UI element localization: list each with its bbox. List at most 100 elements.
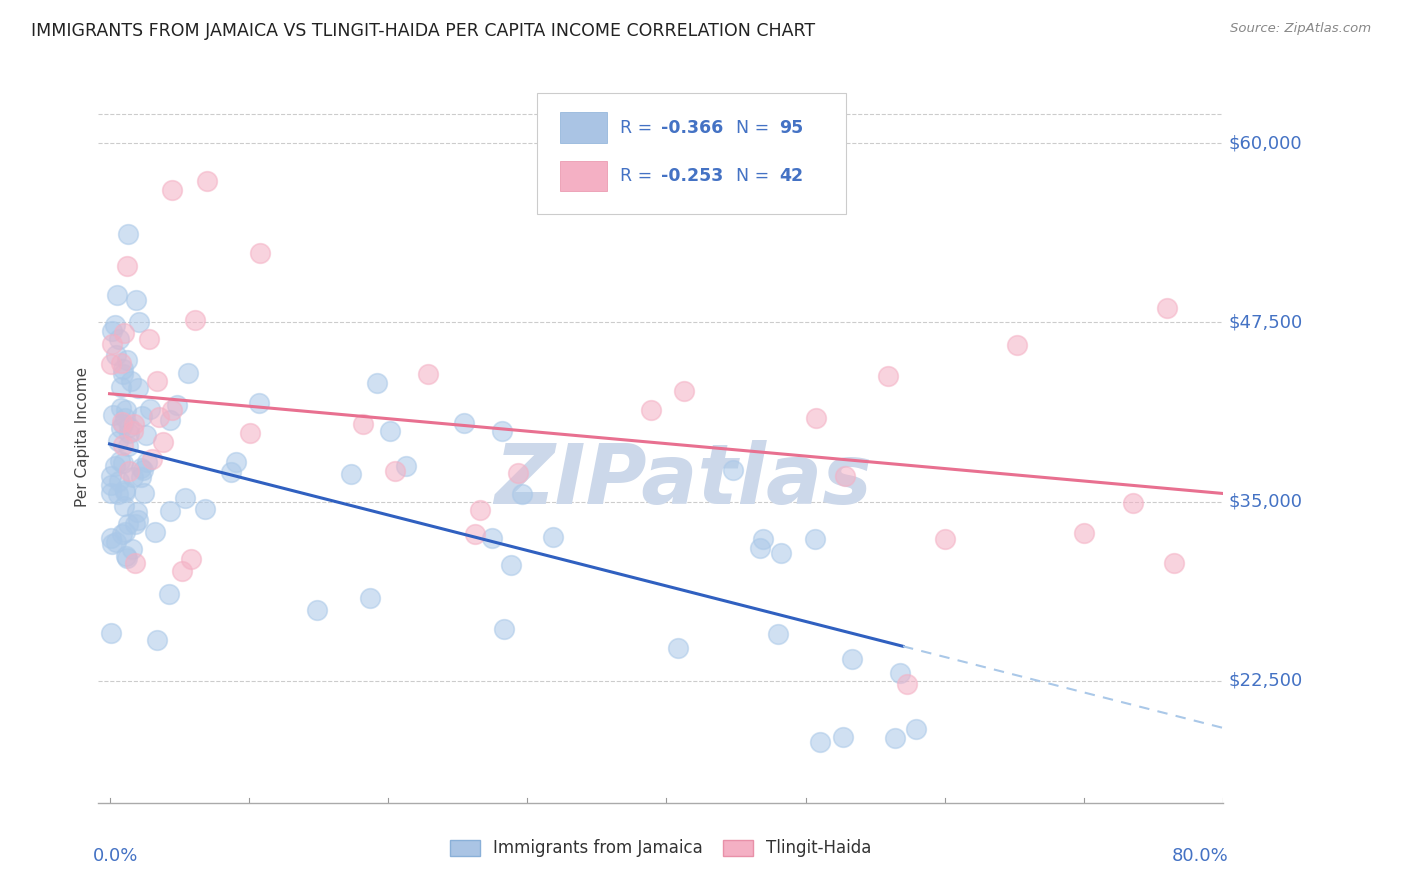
Point [110,401,132,416]
Point [239,425,262,440]
Text: 0.0%: 0.0% [93,847,138,864]
Point [305,603,328,617]
Point [1122,496,1144,510]
Point [127,381,149,395]
Point [219,465,242,479]
Point [877,368,900,383]
Point [157,587,180,601]
Point [143,524,166,539]
Point [115,353,138,368]
Point [831,730,853,744]
Point [131,461,153,475]
Point [501,558,523,573]
Point [166,398,188,412]
FancyBboxPatch shape [560,112,607,143]
Point [803,533,825,547]
Text: -0.253: -0.253 [661,167,723,185]
Point [114,410,136,425]
Point [464,526,486,541]
Text: R =: R = [620,167,658,185]
Point [118,425,141,440]
Text: Source: ZipAtlas.com: Source: ZipAtlas.com [1230,22,1371,36]
Point [111,368,134,382]
Point [117,517,139,532]
Point [162,402,184,417]
Point [159,504,181,518]
Point [159,413,181,427]
Point [160,183,183,197]
Point [122,417,145,432]
Point [184,313,207,327]
Point [115,550,138,565]
Point [195,174,218,188]
Point [666,640,689,655]
Point [100,468,122,483]
Point [110,421,132,435]
Point [751,532,773,546]
Point [114,485,136,500]
Point [110,454,132,468]
Point [112,499,135,513]
Point [1007,337,1029,351]
Point [104,459,127,474]
Point [366,376,388,390]
Point [108,474,131,488]
Point [249,246,271,260]
Y-axis label: Per Capita Income: Per Capita Income [75,367,90,508]
Point [1073,526,1095,541]
Point [889,666,911,681]
Point [148,410,170,425]
Point [225,455,247,469]
Point [172,565,194,579]
Text: IMMIGRANTS FROM JAMAICA VS TLINGIT-HAIDA PER CAPITA INCOME CORRELATION CHART: IMMIGRANTS FROM JAMAICA VS TLINGIT-HAIDA… [31,22,815,40]
Point [1156,301,1178,315]
Point [352,417,374,432]
Point [416,368,439,382]
Point [139,401,162,416]
Point [117,439,139,453]
Text: N =: N = [737,119,775,136]
Point [120,374,142,388]
Point [194,502,217,516]
Point [105,288,128,302]
Point [672,384,695,399]
Point [100,325,122,339]
Point [378,424,401,438]
Point [100,477,122,491]
Point [808,734,831,748]
Text: $47,500: $47,500 [1229,313,1303,331]
Point [101,337,124,351]
Point [100,486,122,500]
FancyBboxPatch shape [537,94,846,214]
Point [100,357,122,371]
Point [112,326,135,341]
Text: R =: R = [620,119,658,136]
Point [129,469,152,483]
Point [834,469,856,483]
Point [127,505,149,519]
Point [125,293,148,307]
Text: 95: 95 [779,119,803,136]
Point [100,626,122,640]
Point [115,549,138,563]
Point [135,428,157,442]
Point [176,366,198,380]
Point [748,541,770,555]
Point [136,455,159,469]
Point [110,380,132,394]
Text: $35,000: $35,000 [1229,492,1303,510]
Point [107,487,129,501]
Point [339,467,361,482]
Point [101,408,124,422]
Text: ZIPatlas: ZIPatlas [495,441,872,522]
Point [481,531,503,545]
Point [111,416,134,430]
Point [146,375,169,389]
Text: $22,500: $22,500 [1229,672,1303,690]
Point [117,260,139,274]
Point [112,362,135,376]
Point [100,531,122,545]
Point [124,557,146,571]
FancyBboxPatch shape [560,161,607,191]
Point [541,530,564,544]
